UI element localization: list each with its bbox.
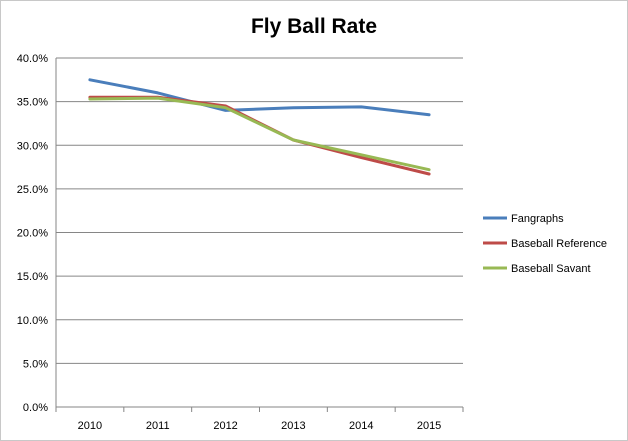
x-tick-label: 2012: [213, 420, 237, 432]
y-tick-label: 35.0%: [17, 97, 48, 109]
y-tick-label: 20.0%: [17, 228, 48, 240]
legend-label: Baseball Reference: [511, 238, 607, 250]
series-line-baseball-savant: [88, 96, 431, 172]
chart-title: Fly Ball Rate: [250, 15, 378, 38]
x-tick-label: 2013: [281, 420, 305, 432]
y-tick-label: 15.0%: [17, 271, 48, 283]
y-tick-label: 40.0%: [17, 53, 48, 65]
x-tick-label: 2011: [146, 420, 170, 432]
y-tick-label: 5.0%: [23, 358, 48, 370]
legend-label: Fangraphs: [511, 213, 564, 225]
y-tick-label: 10.0%: [17, 315, 48, 327]
x-tick-label: 2014: [349, 420, 373, 432]
x-tick-label: 2010: [78, 420, 102, 432]
y-tick-label: 0.0%: [23, 402, 48, 414]
y-tick-label: 25.0%: [17, 184, 48, 196]
x-tick-label: 2015: [417, 420, 441, 432]
y-tick-label: 30.0%: [17, 140, 48, 152]
legend-label: Baseball Savant: [511, 263, 591, 275]
series-line-fangraphs: [88, 78, 431, 117]
